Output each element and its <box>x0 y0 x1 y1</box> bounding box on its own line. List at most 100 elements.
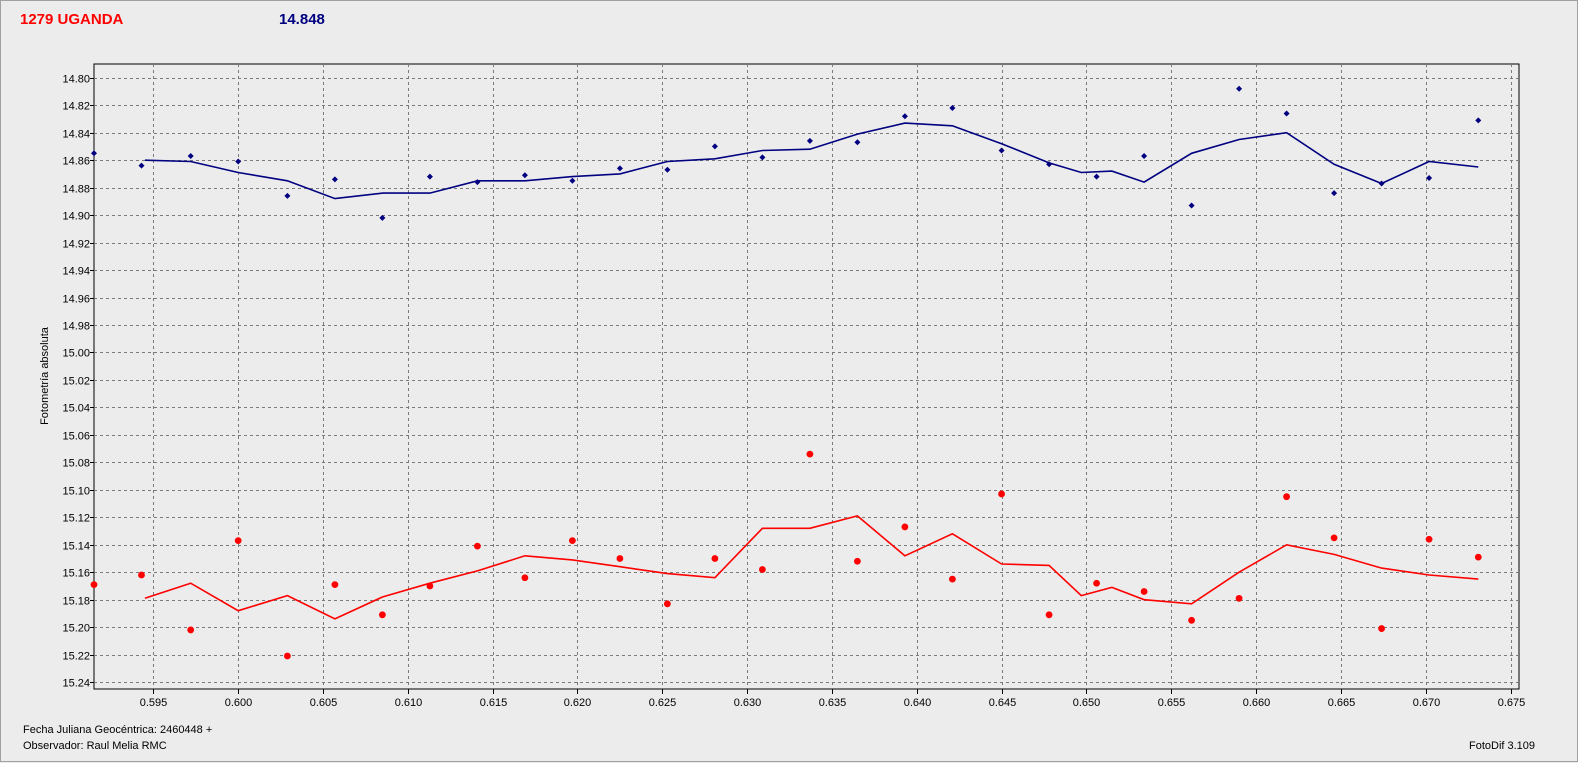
x-tick-label: 0.635 <box>819 697 847 709</box>
data-point <box>474 179 481 186</box>
series-1 <box>90 450 1482 660</box>
y-tick-label: 15.02 <box>62 376 90 388</box>
y-axis: 14.80 14.82 14.84 14.86 14.88 14.90 14.92 14.94… <box>62 74 94 690</box>
data-point <box>283 652 291 660</box>
data-point <box>235 158 242 165</box>
data-point <box>854 139 861 146</box>
y-tick-label: 14.94 <box>62 266 90 278</box>
data-point <box>1093 579 1100 587</box>
x-tick-label: 0.640 <box>904 697 932 709</box>
y-tick-label: 15.06 <box>62 431 90 443</box>
magnitude-value: 14.848 <box>279 11 325 28</box>
data-point <box>998 490 1005 498</box>
data-point <box>806 450 814 458</box>
observer-label: Observador: Raul Melia RMC <box>23 740 167 752</box>
data-point <box>616 165 623 172</box>
data-point <box>473 542 481 550</box>
x-tick-label: 0.625 <box>649 697 677 709</box>
data-point <box>901 523 909 531</box>
x-tick-label: 0.600 <box>225 697 253 709</box>
x-tick-label: 0.630 <box>734 697 762 709</box>
julian-date-label: Fecha Juliana Geocéntrica: 2460448 + <box>23 724 213 736</box>
data-point <box>521 574 529 582</box>
data-point <box>568 537 576 545</box>
data-point <box>1188 616 1195 624</box>
data-point <box>331 176 338 183</box>
x-tick-label: 0.620 <box>564 697 592 709</box>
x-tick-label: 0.595 <box>140 697 168 709</box>
y-tick-label: 15.10 <box>62 486 90 498</box>
y-tick-label: 14.88 <box>62 184 90 196</box>
y-tick-label: 14.80 <box>62 74 90 86</box>
y-tick-label: 15.12 <box>62 513 90 525</box>
x-axis: 0.595 0.600 0.605 0.610 0.615 0.620 0.625 0.630… <box>140 689 1526 709</box>
y-tick-label: 15.24 <box>62 678 90 690</box>
x-tick-label: 0.670 <box>1413 697 1441 709</box>
grid-lines <box>94 64 1519 689</box>
data-point <box>1330 534 1338 542</box>
y-tick-label: 14.82 <box>62 101 90 113</box>
data-point <box>1141 153 1148 160</box>
data-point <box>1236 85 1243 92</box>
data-point <box>616 555 624 562</box>
data-point <box>187 153 194 160</box>
data-point <box>138 571 145 579</box>
y-tick-label: 14.92 <box>62 239 90 251</box>
data-point <box>901 113 908 120</box>
data-point <box>1331 190 1338 197</box>
y-tick-label: 15.04 <box>62 403 90 415</box>
data-point <box>426 582 434 590</box>
data-point <box>1425 535 1433 543</box>
y-tick-label: 15.14 <box>62 541 90 553</box>
y-tick-label: 14.84 <box>62 129 90 141</box>
data-point <box>998 147 1005 154</box>
data-point <box>91 150 97 157</box>
software-version: FotoDif 3.109 <box>1469 740 1536 752</box>
y-tick-label: 14.98 <box>62 321 90 333</box>
series-0 <box>91 85 1482 221</box>
y-tick-label: 14.90 <box>62 211 90 223</box>
data-point <box>1283 493 1290 501</box>
y-tick-label: 15.00 <box>62 348 90 360</box>
data-point <box>1474 553 1482 561</box>
x-tick-label: 0.675 <box>1498 697 1526 709</box>
data-point <box>711 143 718 150</box>
data-point <box>853 557 861 565</box>
y-tick-label: 14.96 <box>62 294 90 306</box>
object-title: 1279 UGANDA <box>20 11 124 28</box>
y-tick-label: 15.18 <box>62 596 90 608</box>
y-axis-label: Fotometría absoluta <box>39 326 51 425</box>
data-point <box>1378 625 1385 632</box>
series-line <box>144 122 1479 200</box>
data-point <box>284 192 291 199</box>
data-point <box>759 154 766 161</box>
x-tick-label: 0.605 <box>310 697 338 709</box>
data-point <box>187 626 195 634</box>
x-tick-label: 0.615 <box>480 697 508 709</box>
x-tick-label: 0.645 <box>989 697 1017 709</box>
data-point <box>1235 594 1243 602</box>
data-point <box>426 173 433 180</box>
series-layer <box>90 85 1482 660</box>
data-point <box>1140 588 1148 595</box>
data-point <box>378 611 386 619</box>
y-tick-label: 15.22 <box>62 651 90 663</box>
data-point <box>948 575 956 583</box>
x-tick-label: 0.660 <box>1243 697 1271 709</box>
data-point <box>234 537 242 545</box>
data-point <box>1378 180 1385 187</box>
data-point <box>1475 117 1482 124</box>
data-point <box>1283 110 1290 117</box>
y-tick-label: 14.86 <box>62 156 90 168</box>
data-point <box>1093 173 1100 180</box>
y-tick-label: 15.08 <box>62 458 90 470</box>
x-tick-label: 0.650 <box>1073 697 1101 709</box>
data-point <box>664 166 671 173</box>
data-point <box>569 177 576 184</box>
x-tick-label: 0.665 <box>1328 697 1356 709</box>
data-point <box>379 214 386 221</box>
series-line <box>144 515 1479 620</box>
x-tick-label: 0.610 <box>395 697 423 709</box>
